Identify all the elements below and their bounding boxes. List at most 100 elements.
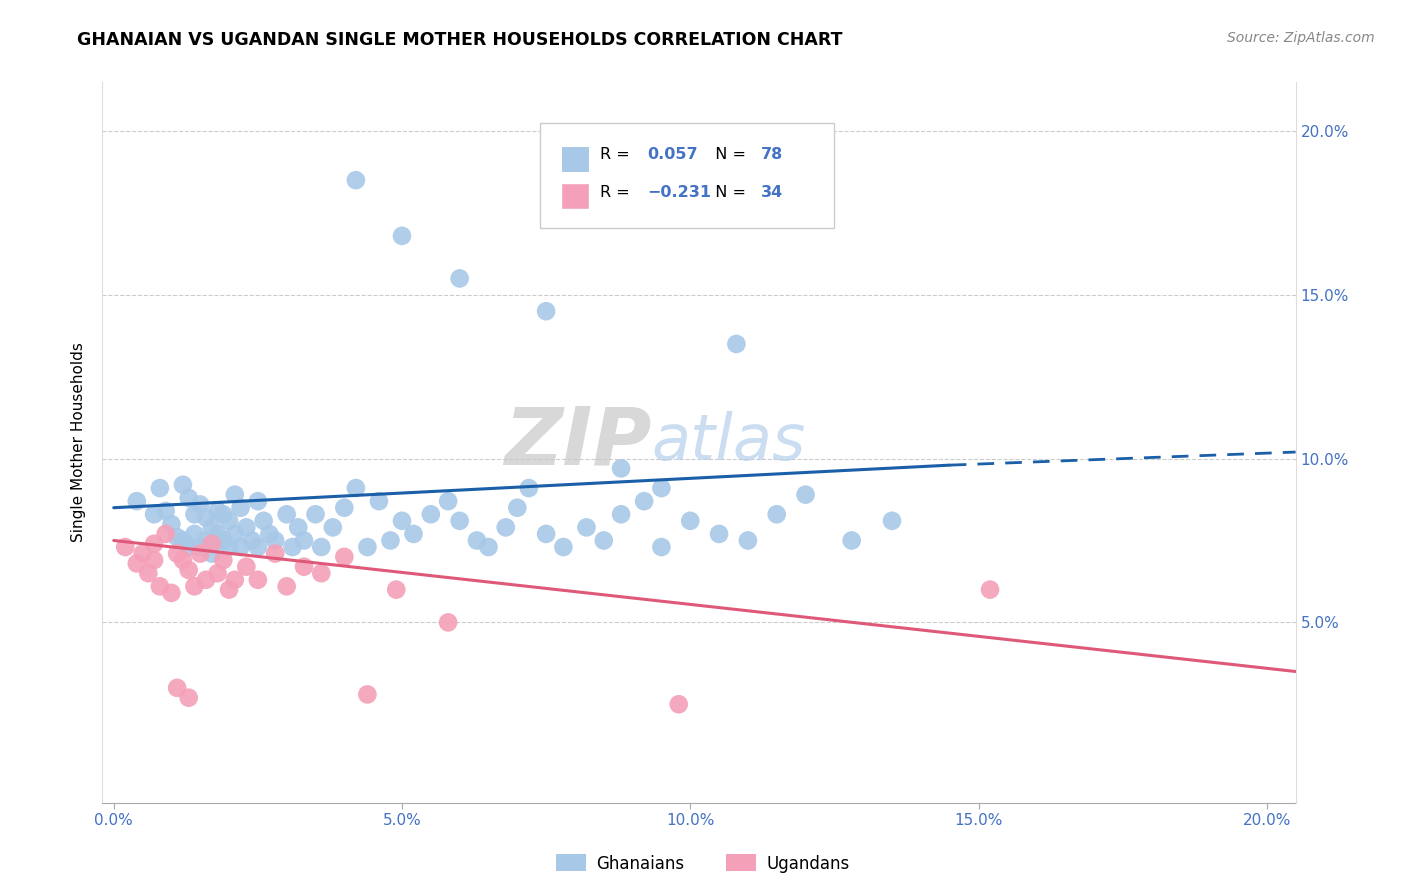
Point [419,508,441,522]
Point [465,533,488,548]
Point [218,514,240,528]
Point [449,271,471,285]
Point [650,481,672,495]
Point [292,559,315,574]
Point [356,540,378,554]
Point [201,547,224,561]
Point [344,481,367,495]
Point [679,514,702,528]
Point [212,553,235,567]
Point [207,566,229,581]
Point [449,514,471,528]
Point [344,173,367,187]
Point [610,508,633,522]
Point [155,527,177,541]
Point [633,494,655,508]
Point [668,698,690,712]
Point [229,540,252,554]
Point [177,540,200,554]
Point [240,533,263,548]
Point [737,533,759,548]
Point [143,537,166,551]
Point [188,547,211,561]
Point [794,488,817,502]
Point [195,573,218,587]
Point [477,540,499,554]
FancyBboxPatch shape [561,185,588,208]
FancyBboxPatch shape [561,147,588,170]
Text: R =: R = [600,185,634,200]
Point [592,533,614,548]
Point [235,520,257,534]
Point [553,540,575,554]
Point [188,498,211,512]
Point [333,549,356,564]
Point [264,547,287,561]
Point [143,553,166,567]
Point [136,566,159,581]
Point [201,520,224,534]
Point [304,508,326,522]
Point [287,520,309,534]
Y-axis label: Single Mother Households: Single Mother Households [72,343,86,542]
Point [402,527,425,541]
Point [125,494,148,508]
Point [224,573,246,587]
Point [201,537,224,551]
Point [218,582,240,597]
Point [155,504,177,518]
Point [575,520,598,534]
Point [517,481,540,495]
Text: atlas: atlas [651,411,806,474]
Point [224,527,246,541]
Point [149,579,172,593]
Text: N =: N = [704,185,751,200]
Point [311,540,333,554]
Point [880,514,903,528]
Point [207,527,229,541]
Point [172,533,194,548]
Point [437,494,460,508]
Point [841,533,863,548]
Point [765,508,787,522]
Point [131,547,153,561]
Point [246,573,269,587]
Point [166,681,188,695]
Point [276,579,298,593]
Point [979,582,1001,597]
Point [391,228,413,243]
Point [437,615,460,630]
Point [172,477,194,491]
Point [235,559,257,574]
Point [212,508,235,522]
Point [246,494,269,508]
Point [506,500,529,515]
Point [166,530,188,544]
Point [183,508,205,522]
Point [246,540,269,554]
Point [264,533,287,548]
Point [229,500,252,515]
Point [143,508,166,522]
Point [177,491,200,505]
Point [333,500,356,515]
Point [125,557,148,571]
Point [650,540,672,554]
Point [311,566,333,581]
Point [195,533,218,548]
Point [224,488,246,502]
Point [707,527,730,541]
Point [183,579,205,593]
Text: R =: R = [600,147,634,162]
Point [391,514,413,528]
Text: GHANAIAN VS UGANDAN SINGLE MOTHER HOUSEHOLDS CORRELATION CHART: GHANAIAN VS UGANDAN SINGLE MOTHER HOUSEH… [77,31,842,49]
Point [253,514,276,528]
Text: −0.231: −0.231 [648,185,711,200]
Point [356,688,378,702]
Point [177,563,200,577]
Legend: Ghanaians, Ugandans: Ghanaians, Ugandans [550,847,856,880]
Point [160,586,183,600]
Point [218,540,240,554]
Text: 34: 34 [761,185,783,200]
Point [276,508,298,522]
